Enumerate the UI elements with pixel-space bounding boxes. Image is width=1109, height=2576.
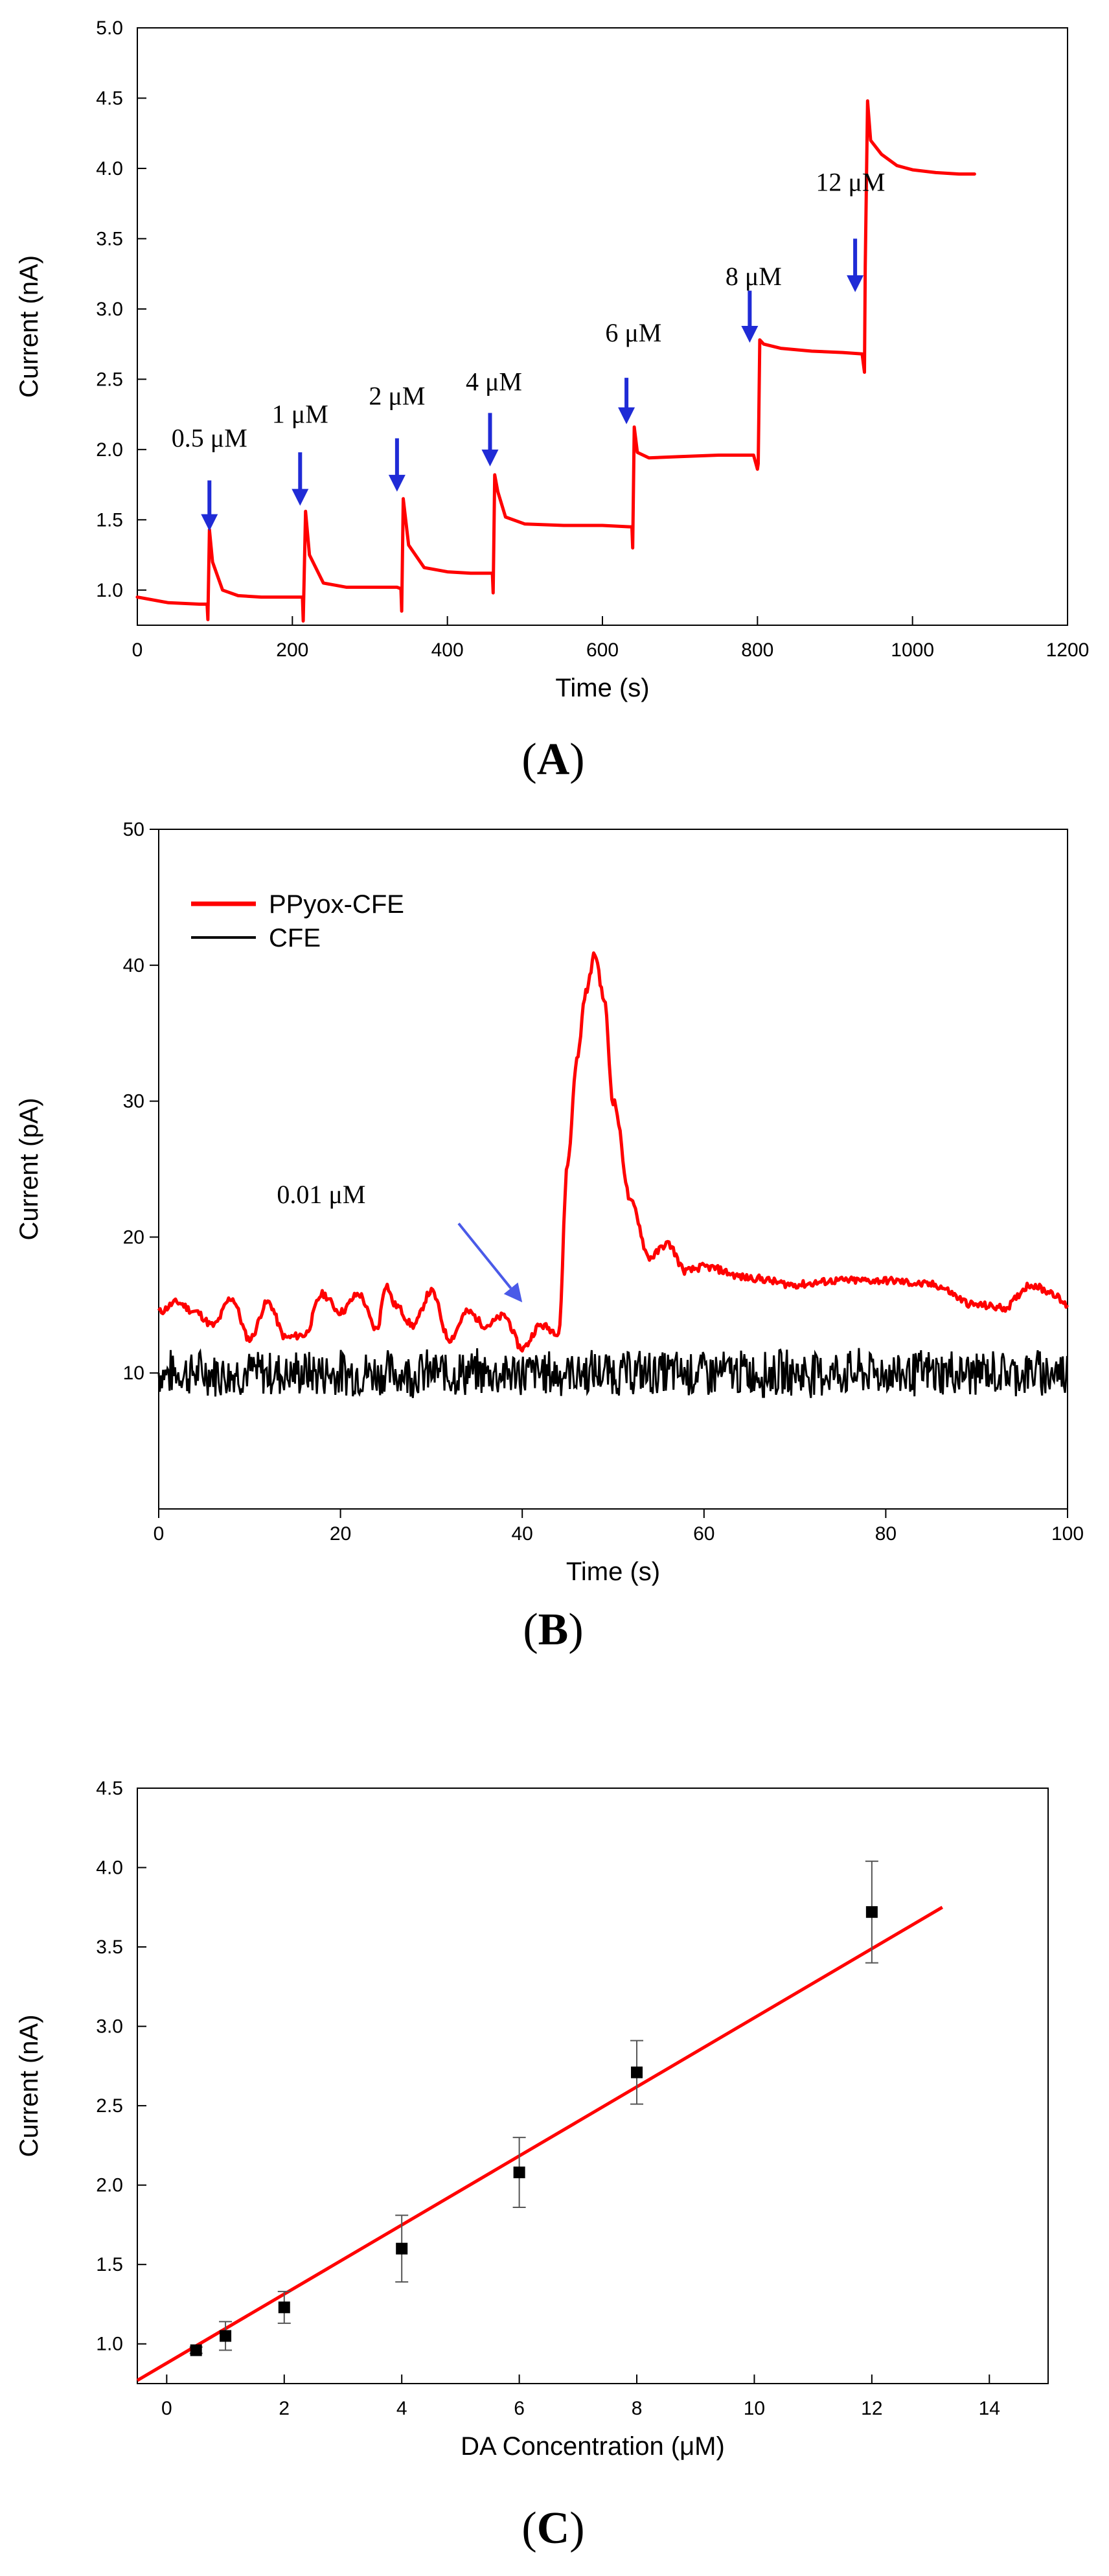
annotation-arrowhead (618, 407, 635, 424)
panel-letter: A (537, 735, 570, 785)
x-tick-label: 6 (514, 2398, 525, 2419)
x-tick-label: 20 (330, 1523, 351, 1545)
panel-label: (C) (521, 2503, 584, 2553)
data-point (190, 2344, 202, 2356)
x-tick-label: 200 (276, 639, 308, 661)
y-tick-label: 4.0 (96, 1857, 123, 1879)
y-tick-label: 4.0 (96, 158, 123, 179)
annotation-label: 2 μM (369, 381, 425, 410)
y-tick-label: 3.0 (96, 2016, 123, 2038)
x-axis-label: Time (s) (555, 674, 649, 702)
x-tick-label: 10 (744, 2398, 765, 2419)
data-point (396, 2242, 408, 2255)
panel-paren-open: ( (521, 735, 536, 785)
panel-letter: B (538, 1605, 569, 1655)
y-tick-label: 2.0 (96, 439, 123, 461)
panel-paren-open: ( (523, 1605, 538, 1655)
data-point (513, 2167, 525, 2179)
y-tick-label: 2.5 (96, 2095, 123, 2117)
data-point (278, 2301, 290, 2314)
panel-letter: C (537, 2503, 570, 2553)
annotation-arrowhead (741, 325, 759, 343)
annotation-arrowhead (292, 489, 309, 506)
panel-paren-close: ) (568, 1605, 583, 1655)
legend-label-cfe: CFE (269, 924, 321, 952)
annotation-arrow (457, 1223, 512, 1289)
data-point (631, 2066, 643, 2078)
x-tick-label: 2 (279, 2398, 290, 2419)
x-tick-label: 800 (741, 639, 773, 661)
y-tick-label: 4.5 (96, 1778, 123, 1799)
y-tick-label: 1.5 (96, 509, 123, 531)
series-line-ppyox-cfe (157, 951, 1069, 1353)
x-tick-label: 400 (431, 639, 464, 661)
x-tick-label: 100 (1051, 1523, 1084, 1545)
plot-frame (137, 1788, 1049, 2384)
x-tick-label: 8 (632, 2398, 643, 2419)
chart-panel-b: 0 20 40 60 80 100 10 20 30 40 50 Time (s) Current (p… (15, 819, 1084, 1655)
x-tick-label: 40 (512, 1523, 533, 1545)
annotation-label: 1 μM (272, 400, 328, 429)
x-tick-label: 1200 (1046, 639, 1090, 661)
plot-frame (137, 27, 1068, 626)
x-tick-label: 1000 (891, 639, 934, 661)
y-tick-label: 20 (123, 1226, 144, 1248)
x-axis-label: Time (s) (566, 1558, 660, 1586)
y-tick-label: 2.5 (96, 369, 123, 390)
y-axis-label: Current (nA) (15, 2014, 43, 2157)
chart-panel-c: 0 2 4 6 8 10 12 14 1.0 1.5 2.0 2.5 3.0 3.5 4.0 4.5 DA Co… (15, 1778, 1049, 2553)
data-point (865, 1906, 878, 1918)
y-tick-label: 10 (123, 1363, 144, 1384)
chart-panel-a: 0 200 400 600 800 1000 1200 1.0 1.5 2.0 2.5 3.0 3.5 4… (15, 17, 1089, 785)
x-tick-label: 60 (693, 1523, 715, 1545)
y-tick-label: 30 (123, 1091, 144, 1112)
panel-label: (B) (523, 1605, 583, 1655)
annotation-arrowhead (481, 449, 499, 466)
x-tick-label: 80 (875, 1523, 897, 1545)
panel-label: (A) (521, 735, 584, 785)
y-tick-label: 3.5 (96, 228, 123, 249)
panel-paren-close: ) (569, 2503, 584, 2553)
annotation-arrowhead (201, 514, 218, 531)
legend-label-ppyox-cfe: PPyox-CFE (269, 890, 404, 919)
x-tick-label: 12 (861, 2398, 882, 2419)
y-axis-label: Current (pA) (15, 1098, 43, 1240)
y-tick-label: 1.5 (96, 2254, 123, 2275)
y-tick-label: 1.0 (96, 2334, 123, 2355)
y-tick-label: 4.5 (96, 87, 123, 109)
panel-paren-close: ) (569, 735, 584, 785)
y-tick-label: 50 (123, 819, 144, 840)
x-tick-label: 0 (154, 1523, 165, 1545)
panel-paren-open: ( (521, 2503, 536, 2553)
x-tick-label: 4 (396, 2398, 407, 2419)
y-tick-label: 5.0 (96, 17, 123, 39)
y-tick-label: 2.0 (96, 2175, 123, 2196)
annotation-arrowhead (847, 275, 864, 292)
fit-line (136, 1905, 943, 2382)
x-tick-label: 0 (132, 639, 143, 661)
series-line-trace (135, 99, 976, 623)
annotation-label: 0.01 μM (277, 1180, 365, 1209)
y-axis-label: Current (nA) (15, 255, 43, 398)
x-tick-label: 0 (161, 2398, 172, 2419)
annotation-label: 0.5 μM (172, 423, 247, 452)
y-tick-label: 3.5 (96, 1937, 123, 1958)
annotation-arrowhead (388, 474, 406, 492)
annotation-label: 12 μM (816, 168, 885, 197)
x-tick-label: 14 (979, 2398, 1000, 2419)
annotation-label: 4 μM (466, 367, 522, 397)
plot-frame (158, 829, 1068, 1510)
x-tick-label: 600 (586, 639, 619, 661)
annotation-label: 8 μM (726, 262, 782, 291)
annotation-label: 6 μM (605, 318, 661, 347)
x-axis-label: DA Concentration (μM) (461, 2432, 725, 2461)
y-tick-label: 40 (123, 955, 144, 976)
series-line-cfe (157, 1348, 1068, 1398)
y-tick-label: 1.0 (96, 580, 123, 601)
y-tick-label: 3.0 (96, 299, 123, 320)
annotation-arrowhead (503, 1282, 523, 1303)
data-point (220, 2330, 232, 2342)
